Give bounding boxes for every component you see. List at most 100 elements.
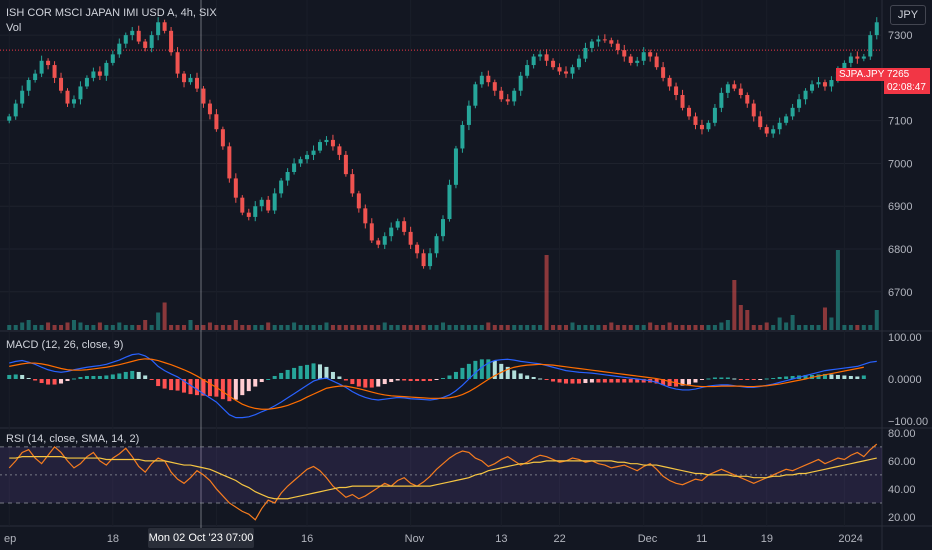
volume-bar-25	[169, 325, 174, 330]
volume-bar-73	[479, 325, 484, 330]
macd-histogram-bar-72	[473, 360, 478, 379]
macd-histogram-bar-130	[848, 375, 853, 379]
volume-bar-107	[699, 325, 704, 330]
candle-body-49	[324, 139, 329, 143]
candle-body-50	[330, 139, 335, 147]
candle-body-124	[810, 84, 815, 91]
volume-bar-51	[337, 325, 342, 330]
volume-bar-106	[693, 325, 698, 330]
volume-bar-117	[764, 322, 769, 330]
candle-body-116	[758, 116, 763, 128]
volume-bar-52	[343, 325, 348, 330]
candle-body-4	[33, 73, 38, 81]
candle-body-13	[91, 71, 96, 78]
volume-bar-26	[175, 325, 180, 330]
candle-body-7	[52, 65, 57, 78]
candle-body-20	[136, 30, 141, 42]
candle-body-15	[104, 62, 109, 76]
volume-bar-11	[78, 322, 83, 330]
macd-histogram-bar-42	[279, 372, 284, 379]
macd-histogram-bar-107	[699, 379, 704, 381]
volume-bar-60	[395, 325, 400, 330]
volume-bar-118	[771, 325, 776, 330]
candle-body-42	[279, 180, 284, 194]
macd-histogram-bar-119	[777, 376, 782, 379]
candle-body-117	[764, 127, 769, 134]
candle-body-129	[842, 62, 847, 72]
volume-bar-16	[110, 325, 115, 330]
volume-bar-3	[26, 320, 31, 330]
macd-histogram-bar-29	[194, 379, 199, 396]
macd-histogram-bar-68	[447, 375, 452, 379]
volume-bar-57	[376, 325, 381, 330]
time-tick-6: 22	[554, 533, 566, 545]
volume-bar-112	[732, 280, 737, 330]
volume-bar-76	[499, 325, 504, 330]
macd-histogram-bar-71	[466, 363, 471, 379]
volume-bar-35	[233, 320, 238, 330]
volume-bar-38	[253, 325, 258, 330]
rsi-ma-line	[9, 456, 877, 500]
macd-line	[9, 353, 877, 419]
candle-body-10	[71, 99, 76, 104]
candle-body-99	[648, 52, 653, 57]
volume-bar-37	[246, 325, 251, 330]
volume-bar-120	[784, 322, 789, 330]
volume-bar-84	[551, 325, 556, 330]
macd-legend[interactable]: MACD (12, 26, close, 9)	[6, 339, 124, 351]
candle-body-2	[20, 90, 25, 104]
candle-body-130	[848, 56, 853, 63]
volume-bar-75	[492, 325, 497, 330]
candle-body-65	[428, 253, 433, 267]
rsi-tick-3: 20.00	[888, 512, 916, 524]
macd-histogram-bar-111	[725, 377, 730, 379]
macd-tick-1: 0.0000	[888, 374, 922, 386]
macd-histogram-bar-95	[622, 379, 627, 383]
candle-body-54	[356, 193, 361, 209]
candle-body-76	[499, 90, 504, 100]
volume-bar-29	[194, 325, 199, 330]
rsi-legend[interactable]: RSI (14, close, SMA, 14, 2)	[6, 433, 140, 445]
currency-button[interactable]: JPY	[890, 5, 926, 25]
macd-histogram-bar-109	[712, 377, 717, 379]
symbol-title[interactable]: ISH COR MSCI JAPAN IMI USD A, 4h, SIX	[6, 7, 217, 19]
volume-bar-128	[835, 250, 840, 330]
macd-histogram-bar-108	[706, 378, 711, 380]
candle-body-8	[59, 77, 64, 91]
volume-bar-81	[531, 325, 536, 330]
macd-histogram-bar-21	[143, 375, 148, 379]
candle-body-107	[699, 124, 704, 130]
macd-histogram-bar-101	[661, 379, 666, 386]
candle-body-43	[285, 172, 290, 181]
candle-body-51	[337, 146, 342, 155]
volume-bar-82	[538, 325, 543, 330]
volume-bar-131	[855, 325, 860, 330]
candle-body-93	[609, 40, 614, 44]
volume-bar-92	[602, 325, 607, 330]
candle-body-32	[214, 114, 219, 130]
macd-histogram-bar-70	[460, 367, 465, 379]
candle-body-77	[505, 99, 510, 102]
volume-bar-10	[71, 320, 76, 330]
volume-bar-36	[240, 325, 245, 330]
macd-histogram-bar-12	[84, 375, 89, 379]
macd-histogram-bar-36	[240, 379, 245, 396]
volume-bar-123	[803, 325, 808, 330]
macd-histogram-bar-88	[576, 379, 581, 384]
macd-histogram-bar-31	[207, 379, 212, 397]
macd-histogram-bar-43	[285, 369, 290, 379]
candle-body-31	[207, 103, 212, 115]
candle-body-87	[570, 67, 575, 74]
volume-bar-109	[712, 325, 717, 330]
volume-bar-66	[434, 325, 439, 330]
candle-body-132	[861, 56, 866, 59]
volume-bar-65	[428, 325, 433, 330]
macd-histogram-bar-76	[499, 363, 504, 379]
candle-body-17	[117, 43, 122, 55]
volume-legend[interactable]: Vol	[6, 22, 22, 34]
price-tick-4: 6900	[888, 201, 912, 213]
candle-body-95	[622, 50, 627, 57]
macd-histogram-bar-47	[311, 363, 316, 379]
macd-histogram-bar-50	[330, 371, 335, 379]
